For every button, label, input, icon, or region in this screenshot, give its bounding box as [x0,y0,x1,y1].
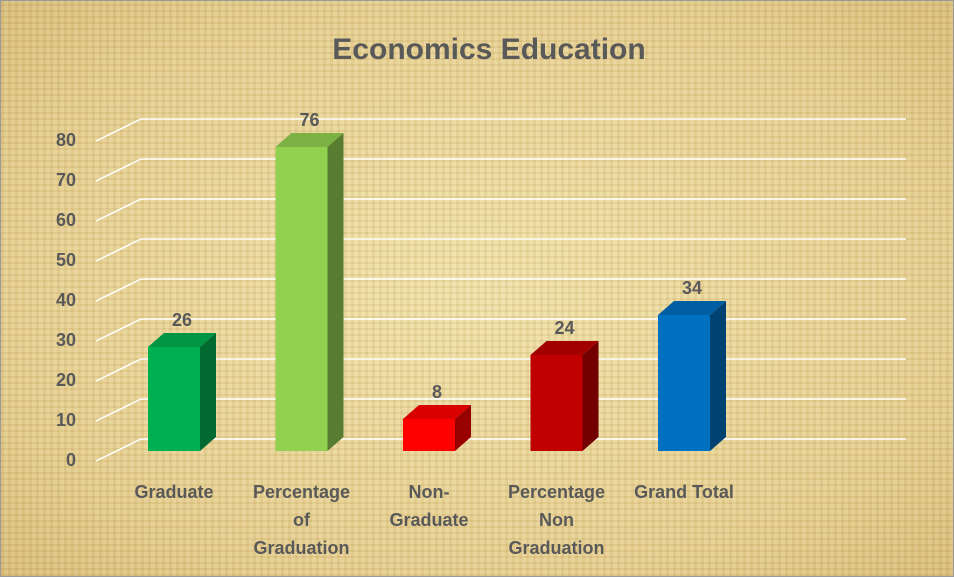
bar [403,419,455,451]
grid-line [95,438,142,462]
x-tick-label: Non-Graduate [389,482,469,530]
value-label: 24 [554,318,574,338]
grid-line [95,318,142,342]
bar-side [200,333,216,451]
bar-side [455,405,471,451]
grid-line [95,398,142,422]
grid-line [95,198,142,222]
bar [275,147,328,451]
bar-side [327,133,344,451]
y-tick-label: 60 [56,210,76,230]
value-label: 26 [172,310,192,330]
bar-top [275,133,344,147]
bar-top [403,405,471,419]
y-tick-label: 30 [56,330,76,350]
bar [658,315,710,451]
y-tick-label: 80 [56,130,76,150]
grid-line [95,278,142,302]
bar-side [710,301,726,451]
y-tick-label: 10 [56,410,76,430]
grid-line [95,158,142,182]
y-tick-label: 0 [66,450,76,470]
x-tick-label: Grand Total [634,482,734,502]
bar-side [582,341,599,451]
bar-top [658,301,726,315]
bar [148,347,200,451]
chart-title: Economics Education [332,33,645,66]
y-tick-label: 40 [56,290,76,310]
x-tick-label: Percentage Non Graduation [507,482,606,558]
value-label: 8 [432,382,442,402]
grid-line [95,118,142,142]
bar-top [530,341,599,355]
x-tick-label: Graduate [134,482,214,502]
grid-line [95,358,142,382]
y-tick-label: 70 [56,170,76,190]
bar-top [148,333,216,347]
y-tick-label: 50 [56,250,76,270]
value-label: 76 [299,110,319,130]
x-tick-label: Percentage of Graduation [252,482,351,558]
value-label: 34 [682,278,702,298]
grid-line [95,238,142,262]
y-tick-label: 20 [56,370,76,390]
bar [530,355,583,451]
